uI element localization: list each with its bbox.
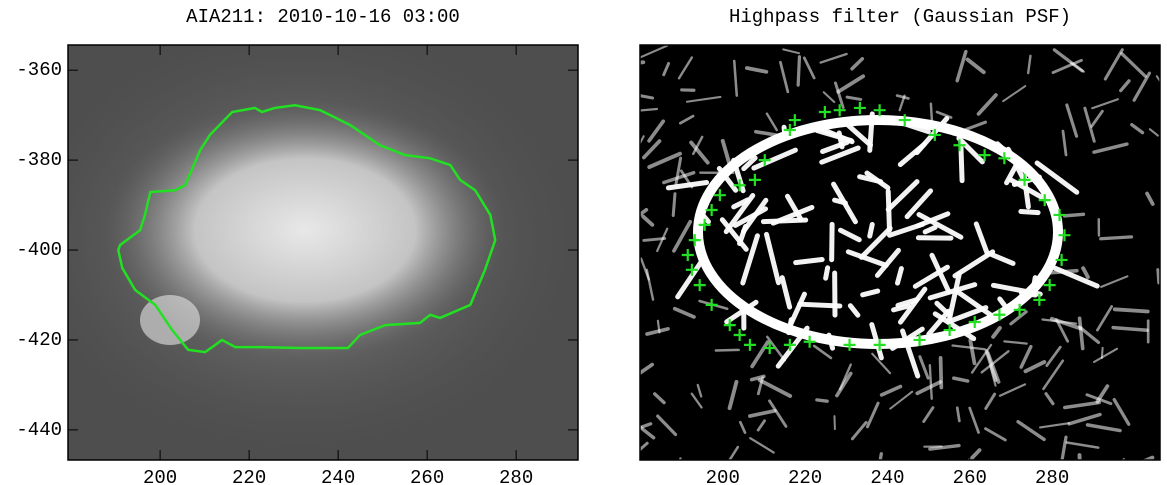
x-tick-label: 280 [499, 467, 533, 485]
image-texture [839, 133, 842, 147]
image-texture [1158, 270, 1159, 283]
image-texture [763, 220, 805, 222]
image-texture [1102, 348, 1103, 358]
image-texture [1107, 459, 1123, 479]
x-tick-label: 220 [232, 467, 266, 485]
image-texture [644, 238, 665, 240]
image-texture [888, 191, 889, 230]
x-tick-label: 220 [788, 467, 822, 485]
image-texture [1115, 309, 1148, 311]
image-texture [961, 141, 962, 181]
chart-title: AIA211: 2010-10-16 03:00 [186, 6, 460, 28]
x-tick-label: 240 [321, 467, 355, 485]
x-tick-label: 260 [953, 467, 987, 485]
image-texture [1101, 237, 1132, 239]
image-texture [941, 358, 942, 388]
filtered-image [616, 45, 1167, 479]
image-texture [673, 194, 675, 216]
x-tick-label: 280 [1035, 467, 1069, 485]
chart-title: Highpass filter (Gaussian PSF) [729, 6, 1071, 28]
image-texture [796, 260, 823, 263]
x-tick-label: 200 [143, 467, 177, 485]
image-texture [835, 200, 846, 203]
x-tick-label: 260 [410, 467, 444, 485]
image-texture [616, 62, 643, 65]
y-tick-label: -440 [16, 419, 62, 441]
image-texture [1065, 214, 1084, 216]
image-texture [658, 321, 660, 333]
image-texture [817, 400, 827, 401]
x-tick-label: 240 [870, 467, 904, 485]
y-tick-label: -360 [16, 59, 62, 81]
image-texture [1021, 212, 1038, 213]
y-tick-label: -400 [16, 239, 62, 261]
figure: AIA211: 2010-10-16 03:00 200 220 240 260 280 -… [0, 0, 1167, 485]
image-texture [798, 57, 799, 85]
euv-image [0, 10, 600, 470]
image-texture [1079, 455, 1080, 476]
image-texture [716, 350, 739, 351]
image-texture [931, 104, 932, 122]
y-tick-label: -380 [16, 149, 62, 171]
y-tick-label: -420 [16, 329, 62, 351]
image-texture [870, 224, 873, 236]
x-tick-label: 200 [706, 467, 740, 485]
image-texture [826, 268, 828, 278]
page: {"chart_data": [ {"type": "line", "title… [0, 0, 1167, 485]
